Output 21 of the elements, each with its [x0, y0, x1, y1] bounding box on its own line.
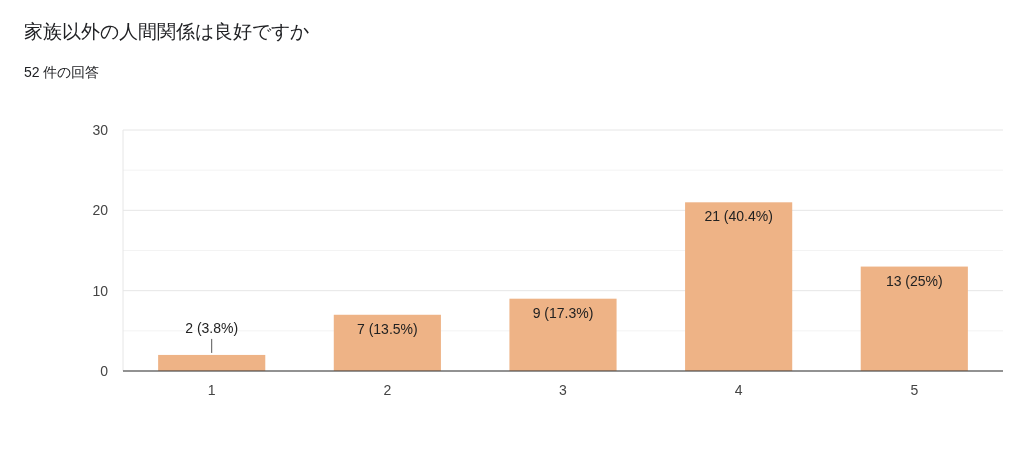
data-label: 13 (25%) — [885, 272, 943, 289]
bar — [158, 354, 266, 371]
bar — [333, 314, 441, 371]
x-tick-label: 4 — [734, 382, 743, 398]
chart-title: 家族以外の人間関係は良好ですか — [24, 21, 309, 42]
bar — [860, 266, 968, 371]
data-label: 9 (17.3%) — [532, 304, 594, 321]
x-tick-label: 1 — [207, 382, 216, 398]
x-tick-label: 2 — [383, 382, 392, 398]
bar — [685, 202, 793, 371]
data-label: 21 (40.4%) — [704, 208, 773, 225]
data-label: 7 (13.5%) — [357, 320, 418, 337]
y-tick-label: 20 — [92, 202, 109, 219]
x-tick-label: 3 — [559, 382, 568, 398]
chart-subtitle: 52 件の回答 — [24, 64, 100, 80]
y-tick-label: 10 — [92, 282, 109, 299]
x-tick-label: 5 — [910, 382, 919, 398]
y-tick-label: 0 — [100, 362, 109, 379]
bar — [509, 298, 617, 371]
y-tick-label: 30 — [92, 121, 109, 138]
data-label: 2 (3.8%) — [185, 319, 239, 336]
